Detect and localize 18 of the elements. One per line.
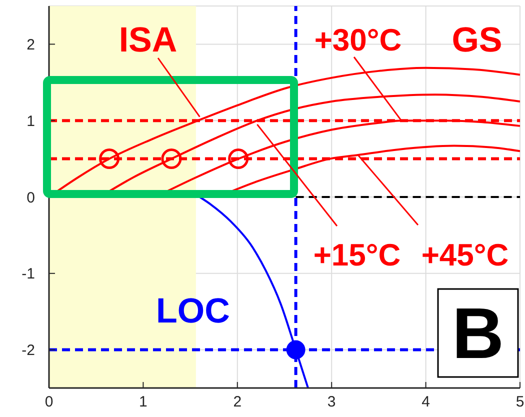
- annotation: GS: [452, 20, 502, 60]
- x-tick-label: 0: [44, 394, 54, 411]
- x-tick-label: 3: [327, 394, 336, 411]
- x-tick-label: 2: [233, 394, 242, 411]
- annotation: +15°C: [313, 238, 401, 272]
- x-tick-label: 1: [139, 394, 148, 411]
- y-tick-label: -2: [22, 342, 35, 360]
- annotation: +30°C: [314, 22, 402, 58]
- y-tick-label: 0: [26, 189, 35, 206]
- annotation: B: [452, 294, 504, 374]
- y-tick-label: 2: [26, 36, 35, 54]
- y-tick-label: -1: [22, 266, 35, 283]
- y-tick-label: 1: [26, 112, 35, 130]
- x-tick-label: 5: [516, 394, 524, 411]
- x-tick-label: 4: [422, 394, 430, 411]
- annotation: ISA: [118, 20, 178, 60]
- annotation: +45°C: [421, 238, 509, 272]
- annotation: LOC: [156, 292, 230, 330]
